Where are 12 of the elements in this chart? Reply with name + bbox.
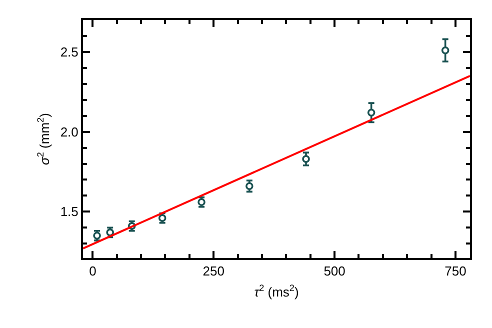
point — [246, 182, 254, 190]
point — [367, 108, 376, 117]
x-axis-title: τ$^{2}$ (ms$^{2}$) — [254, 283, 299, 300]
y-tick-label: 1.5 — [60, 204, 78, 220]
point — [302, 155, 310, 163]
x-tick-label: 0 — [89, 264, 96, 279]
y-tick-label: 2.5 — [60, 44, 78, 60]
x-tick-label: 250 — [202, 264, 224, 279]
point — [441, 46, 450, 54]
x-tick-label: 500 — [324, 264, 346, 279]
y-tick-label: 2.0 — [60, 124, 78, 140]
x-tick-label: 750 — [444, 264, 466, 279]
